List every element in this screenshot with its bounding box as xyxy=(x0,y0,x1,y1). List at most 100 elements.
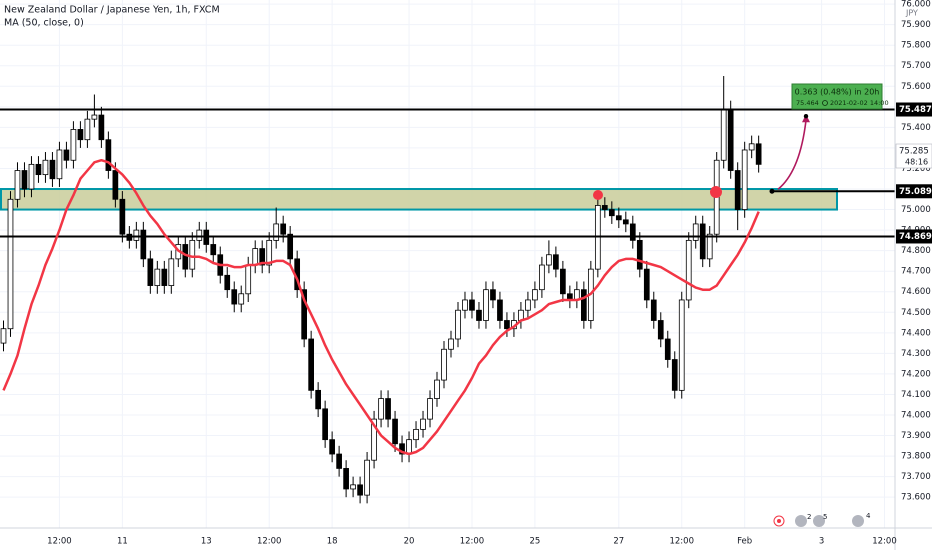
candle-body xyxy=(56,149,63,180)
level-label: 75.487 xyxy=(899,105,932,115)
countdown: 48:16 xyxy=(905,158,928,167)
candle-body xyxy=(35,163,42,176)
y-tick-label: 75.600 xyxy=(901,82,931,92)
x-tick-label: 18 xyxy=(327,537,338,547)
badge: 4 xyxy=(866,512,871,520)
candle-body xyxy=(420,418,426,430)
x-tick-label: 12:00 xyxy=(669,537,694,547)
candle-body xyxy=(525,299,531,311)
candle-body xyxy=(497,299,503,321)
candle-body xyxy=(0,328,7,344)
candle-body xyxy=(532,289,538,301)
candle-body xyxy=(392,418,398,445)
candle-body xyxy=(469,299,475,311)
level-label: 74.869 xyxy=(899,232,932,242)
candle-body xyxy=(657,320,664,340)
candle-body xyxy=(734,170,741,210)
candle-body xyxy=(28,163,35,190)
x-tick-label: 27 xyxy=(613,537,624,547)
y-tick-label: 75.000 xyxy=(901,205,931,215)
candle-body xyxy=(441,348,447,381)
candle-body xyxy=(280,223,287,235)
candle-body xyxy=(161,268,168,286)
candle-body xyxy=(245,264,252,295)
candle-body xyxy=(273,223,280,241)
candle-body xyxy=(608,209,615,217)
icon[interactable] xyxy=(852,515,864,527)
badge: 2 xyxy=(807,513,811,521)
projection-text: 0.363 (0.48%) in 20h xyxy=(795,88,880,97)
x-tick-label: 3 xyxy=(819,537,824,547)
candle-body xyxy=(399,443,405,455)
y-tick-label: 74.100 xyxy=(901,390,931,400)
y-tick-label: 74.000 xyxy=(901,411,931,421)
candle-body xyxy=(238,293,245,305)
x-tick-label: 12:00 xyxy=(47,537,72,547)
candle-body xyxy=(196,229,203,241)
currency-label: JPY xyxy=(905,9,918,18)
candle-body xyxy=(98,114,105,141)
icon[interactable] xyxy=(795,515,807,527)
candle-body xyxy=(615,215,622,221)
current-price: 75.285 xyxy=(899,147,929,157)
x-tick-label: 11 xyxy=(117,537,128,547)
candle-body xyxy=(84,118,91,141)
candle-body xyxy=(287,233,294,260)
candle-body xyxy=(699,223,706,260)
candle-body xyxy=(455,309,461,340)
candle-body xyxy=(706,233,713,260)
icon[interactable] xyxy=(813,515,825,527)
clock-icon xyxy=(822,100,828,106)
candle-body xyxy=(546,254,552,266)
candle-body xyxy=(448,338,454,350)
candle-body xyxy=(490,289,496,301)
candle-body xyxy=(434,379,440,399)
candle-body xyxy=(553,254,559,270)
candle-body xyxy=(636,239,643,270)
indicator-legend: MA (50, close, 0) xyxy=(4,18,84,29)
candle-body xyxy=(77,129,84,141)
candle-body xyxy=(329,439,335,455)
x-tick-label: 20 xyxy=(404,537,415,547)
candle-body xyxy=(643,268,650,301)
level-label: 75.089 xyxy=(899,187,932,197)
candle-body xyxy=(336,453,342,469)
candle-body xyxy=(189,239,196,270)
x-tick-label: 12:00 xyxy=(257,537,282,547)
candle-body xyxy=(685,239,692,301)
candle-body xyxy=(748,143,755,151)
y-tick-label: 75.900 xyxy=(901,20,931,30)
candle-body xyxy=(301,289,308,340)
candle-body xyxy=(664,338,671,360)
y-tick-label: 75.400 xyxy=(901,123,931,133)
candle-body xyxy=(462,299,468,311)
y-tick-label: 74.800 xyxy=(901,246,931,256)
y-tick-label: 73.600 xyxy=(901,493,931,503)
candle-body xyxy=(678,299,685,391)
projection-price: 75.464 xyxy=(796,99,819,107)
signal-marker xyxy=(710,186,722,198)
candle-body xyxy=(560,268,566,295)
icon[interactable] xyxy=(777,519,781,523)
toolbar-icons[interactable] xyxy=(773,515,864,527)
candle-body xyxy=(581,289,587,321)
candle-body xyxy=(378,398,384,420)
candle-body xyxy=(629,223,636,241)
level-tag xyxy=(896,184,932,199)
candle-body xyxy=(755,143,762,165)
y-tick-label: 74.300 xyxy=(901,349,931,359)
x-tick-label: 12:00 xyxy=(460,537,485,547)
candle-body xyxy=(539,264,545,291)
candle-body xyxy=(343,468,349,490)
candle-body xyxy=(133,229,140,241)
candle-body xyxy=(49,159,56,180)
ma-line xyxy=(2,158,760,456)
zone-layer xyxy=(0,188,838,211)
candle-body xyxy=(210,244,217,256)
candle-body xyxy=(224,274,231,291)
icon[interactable] xyxy=(773,515,785,527)
candle-body xyxy=(231,289,238,305)
candle-body xyxy=(692,223,699,241)
candle-body xyxy=(182,244,189,270)
